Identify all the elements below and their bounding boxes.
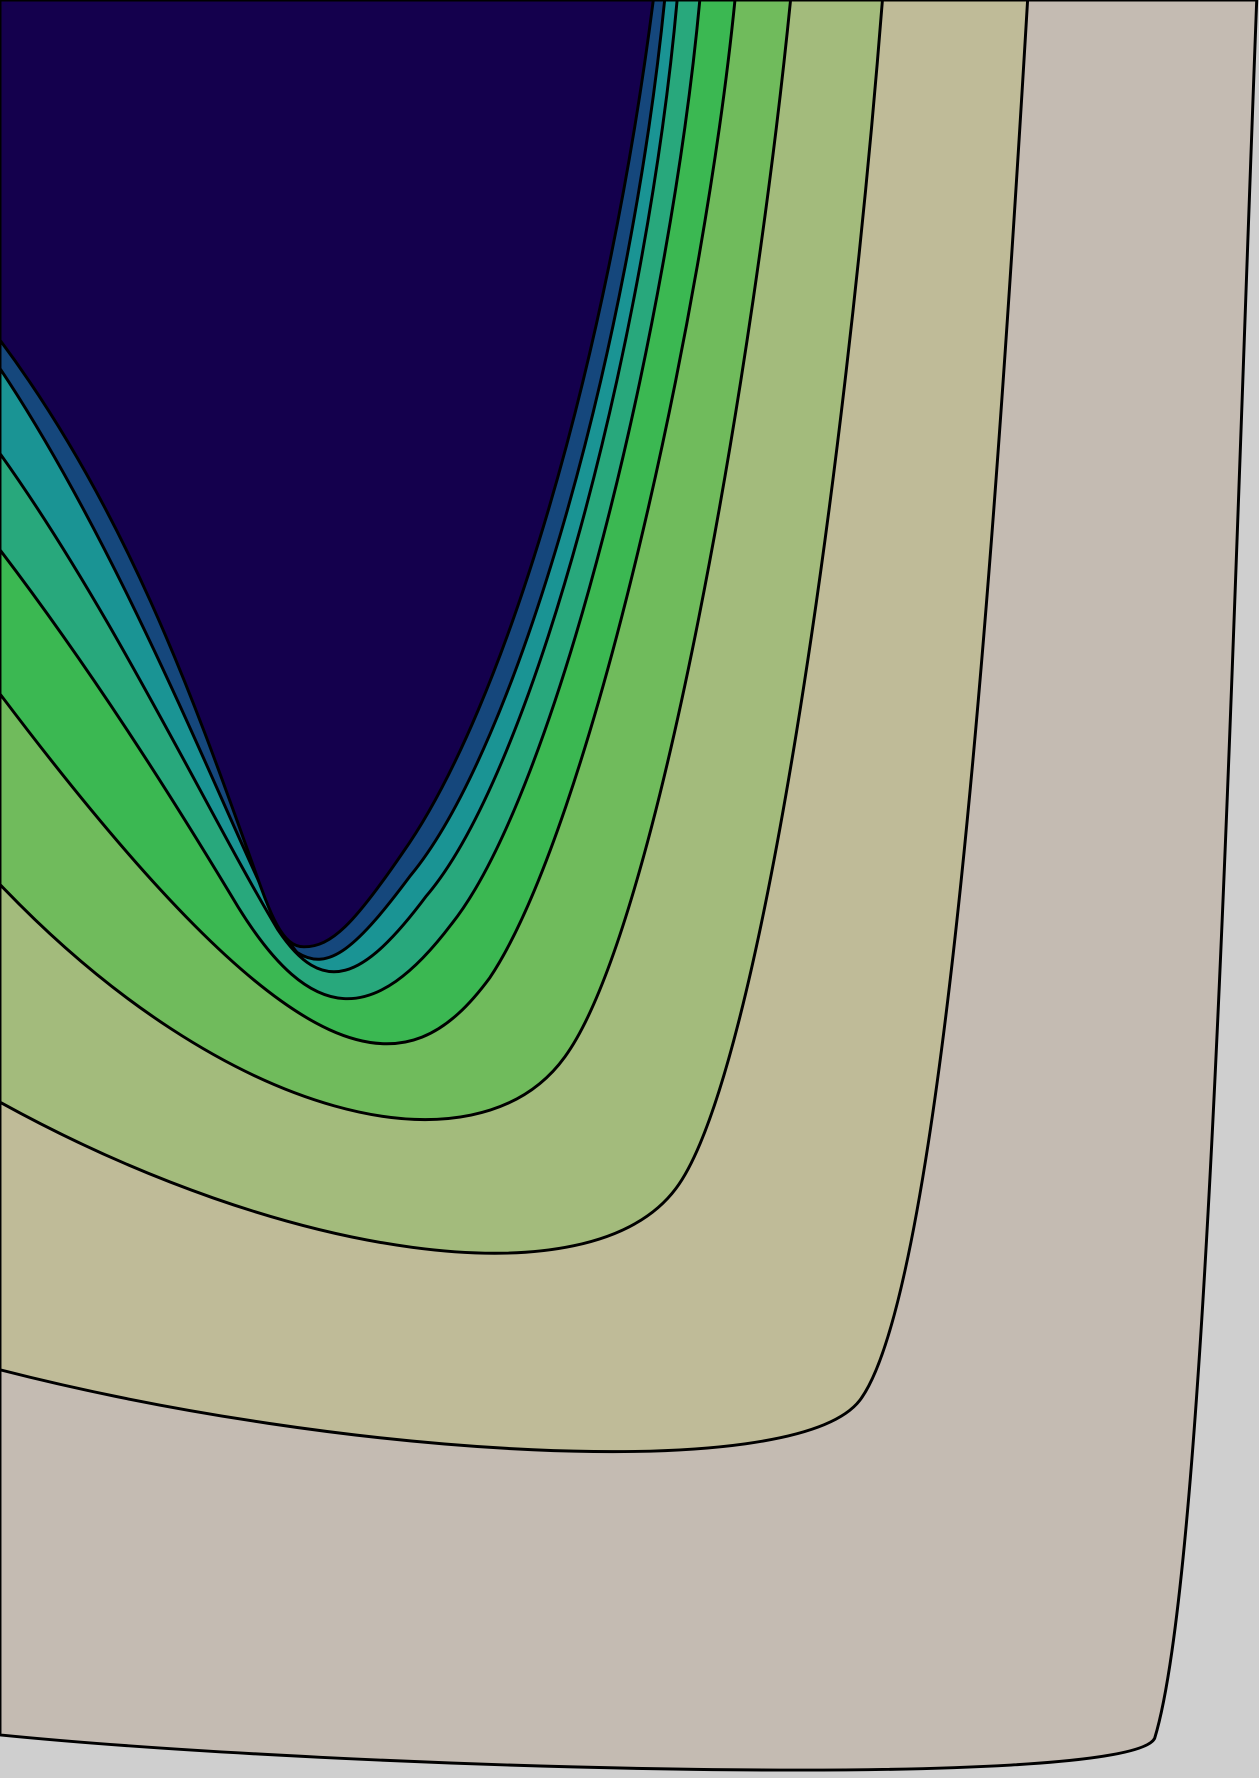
contour-band xyxy=(0,0,655,949)
